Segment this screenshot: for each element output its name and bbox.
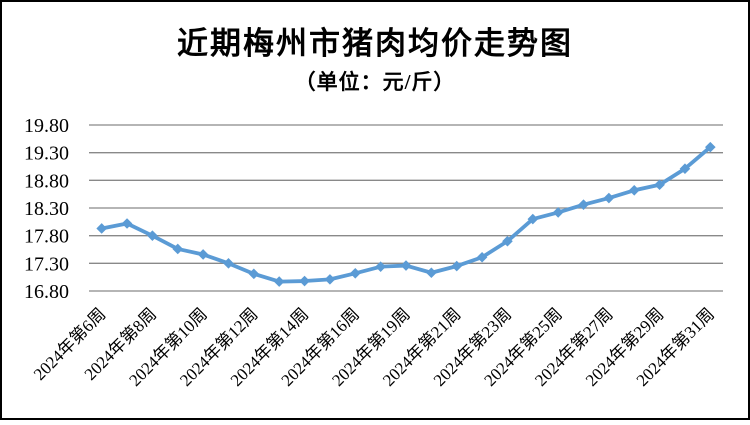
data-point-marker	[705, 141, 716, 153]
data-point-marker	[451, 260, 463, 272]
data-point-marker	[578, 199, 589, 210]
data-point-marker	[248, 268, 260, 280]
chart-title: 近期梅州市猪肉均价走势图	[177, 26, 573, 61]
data-point-marker	[426, 267, 437, 279]
data-point-marker	[527, 213, 539, 225]
y-axis-tick-label: 19.80	[24, 115, 69, 137]
y-axis-tick-label: 19.30	[24, 143, 69, 165]
data-point-marker	[197, 249, 209, 260]
data-point-marker	[400, 260, 412, 271]
data-point-marker	[654, 179, 665, 191]
data-point-marker	[679, 163, 691, 175]
y-axis-tick-label: 18.80	[24, 170, 69, 192]
data-point-marker	[121, 218, 133, 229]
data-point-marker	[552, 207, 564, 218]
y-axis-tick-label: 16.80	[24, 281, 69, 303]
data-point-marker	[273, 276, 285, 287]
data-point-marker	[628, 184, 640, 196]
data-point-marker	[603, 192, 615, 204]
data-point-marker	[223, 258, 234, 269]
data-point-marker	[172, 243, 184, 255]
chart-unit-subtitle: （单位：元/斤）	[294, 70, 456, 94]
y-axis-tick-label: 17.80	[24, 226, 69, 248]
data-point-marker	[476, 251, 488, 263]
data-point-marker	[299, 275, 310, 287]
data-point-marker	[349, 267, 361, 279]
data-point-marker	[324, 274, 336, 285]
y-axis-tick-label: 18.30	[24, 198, 69, 220]
data-point-marker	[147, 230, 158, 241]
data-point-marker	[96, 223, 107, 234]
y-axis-tick-label: 17.30	[24, 253, 69, 275]
data-point-marker	[502, 235, 513, 247]
data-point-marker	[375, 261, 386, 272]
